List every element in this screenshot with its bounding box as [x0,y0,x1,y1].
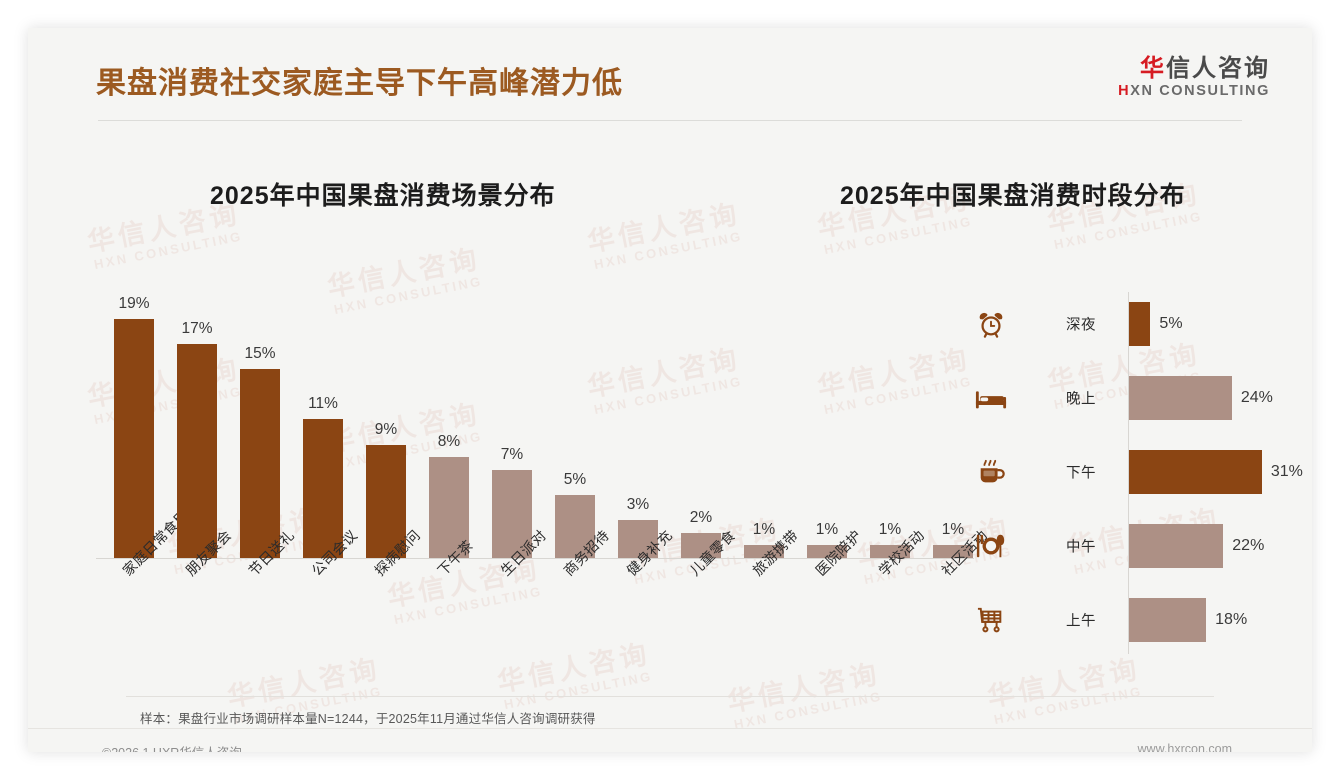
dinner-plate-icon [974,529,1008,563]
coffee-cup-icon [974,455,1008,489]
bar-rect [303,419,343,558]
timeslot-bar-rect [1129,598,1207,642]
note-divider [126,696,1214,697]
logo-rest-chars: 信人咨询 [1166,55,1270,82]
horizontal-chart-axis [1128,292,1129,654]
bar-rect [870,545,910,558]
bar-value-label: 15% [244,345,276,362]
bar-value-label: 1% [815,521,839,539]
timeslot-category-label: 中午 [1066,539,1096,556]
bar-value-label: 3% [626,496,650,514]
bar-value-label: 7% [500,445,524,463]
bar-column[interactable]: 8% [429,268,469,558]
timeslot-row[interactable]: 中午 22% [958,524,1298,568]
bar-value-label: 8% [437,433,461,451]
logo-english: HXN CONSULTING [1118,84,1270,99]
logo-accent-char: 华 [1140,55,1166,82]
bar-column[interactable]: 1% [744,268,784,558]
header-divider [98,120,1242,121]
bar-rect [240,369,280,558]
bar-column[interactable]: 1% [870,268,910,558]
bed-icon [974,381,1008,415]
timeslot-category-label: 下午 [1066,465,1096,482]
timeslot-category-label: 上午 [1066,613,1096,630]
company-logo: 华信人咨询 HXN CONSULTING [1118,56,1270,99]
bar-rect [429,457,469,558]
bar-rect [555,495,595,558]
timeslot-value-label: 24% [1240,389,1273,406]
copyright-text: ©2026.1 HXR华信人咨询 [102,742,242,752]
footer-divider [28,728,1312,729]
scenario-bar-chart: 19% 家庭日常食用 17% 朋友聚会 15% 节日送礼 11% 公司会议 9% 探病慰问 8% 下午… [74,268,990,579]
bar-value-label: 1% [878,521,902,539]
vertical-chart-baseline [96,558,974,559]
timeslot-category-label: 深夜 [1066,317,1096,334]
bar-column[interactable]: 19% [114,268,154,558]
timeslot-value-label: 5% [1159,315,1183,332]
bar-rect [744,545,784,558]
timeslot-bar-rect [1129,376,1232,420]
timeslot-bar-chart: 深夜 5% 晚上 24% 下午 31% 中午 22% 上午 18% [958,286,1303,658]
bar-rect [807,545,847,558]
sample-note: 样本：果盘行业市场调研样本量N=1244，于2025年11月通过华信人咨询调研获… [140,712,596,726]
logo-chinese: 华信人咨询 [1118,56,1270,81]
timeslot-row[interactable]: 上午 18% [958,598,1298,642]
page-title: 果盘消费社交家庭主导下午高峰潜力低 [96,67,623,100]
logo-en-accent: H [1118,83,1131,100]
timeslot-row[interactable]: 下午 31% [958,450,1303,494]
right-chart-title: 2025年中国果盘消费时段分布 [840,182,1186,210]
bar-value-label: 1% [752,521,776,539]
bar-column[interactable]: 11% [303,268,343,558]
timeslot-value-label: 31% [1270,463,1303,480]
timeslot-category-label: 晚上 [1066,391,1096,408]
bar-rect [366,444,406,558]
bar-column[interactable]: 1% [933,268,973,558]
bar-column[interactable]: 9% [366,268,406,558]
website-link[interactable]: www.hxrcon.com [1137,742,1232,752]
bar-rect [492,469,532,558]
slide-canvas: 华信人咨询 HXN CONSULTING 华信人咨询 HXN CONSULTING 华信… [28,28,1312,752]
bar-rect [114,318,154,558]
timeslot-row[interactable]: 晚上 24% [958,376,1298,420]
bar-value-label: 1% [941,521,965,539]
timeslot-bar-rect [1129,524,1224,568]
bar-column[interactable]: 1% [807,268,847,558]
bar-column[interactable]: 17% [177,268,217,558]
left-chart-title: 2025年中国果盘消费场景分布 [210,182,556,210]
timeslot-value-label: 22% [1232,537,1265,554]
bar-column[interactable]: 2% [681,268,721,558]
bar-value-label: 17% [181,319,213,337]
bar-rect [618,520,658,558]
bar-value-label: 9% [374,420,398,438]
bar-value-label: 5% [563,471,587,488]
timeslot-bar-rect [1129,450,1262,494]
bar-rect [177,343,217,558]
bar-column[interactable]: 3% [618,268,658,558]
bar-rect [681,532,721,558]
timeslot-bar-rect [1129,302,1151,346]
bar-value-label: 2% [689,508,713,526]
alarm-clock-icon [974,307,1008,341]
bar-column[interactable]: 5% [555,268,595,558]
slide-header: 果盘消费社交家庭主导下午高峰潜力低 华信人咨询 HXN CONSULTING [28,28,1312,121]
bar-column[interactable]: 15% [240,268,280,558]
bar-value-label: 19% [118,294,150,312]
bar-rect [933,545,973,558]
bar-value-label: 11% [308,395,338,413]
timeslot-row[interactable]: 深夜 5% [958,302,1298,346]
timeslot-value-label: 18% [1215,611,1248,628]
bar-column[interactable]: 7% [492,268,532,558]
logo-en-rest: XN CONSULTING [1130,83,1270,100]
shopping-cart-icon [974,603,1008,637]
